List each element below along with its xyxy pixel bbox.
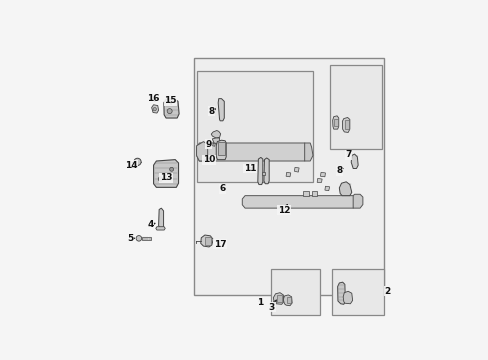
Polygon shape (304, 143, 312, 161)
Bar (311, 191, 316, 196)
Polygon shape (294, 167, 299, 172)
Polygon shape (200, 235, 213, 247)
Bar (276, 295, 282, 302)
Text: 2: 2 (384, 287, 390, 296)
Polygon shape (163, 99, 179, 118)
Text: 17: 17 (213, 240, 226, 249)
Text: 5: 5 (127, 234, 134, 243)
Bar (329, 66, 382, 149)
Polygon shape (196, 141, 207, 161)
Circle shape (136, 235, 142, 241)
Polygon shape (273, 293, 284, 304)
Polygon shape (332, 116, 338, 129)
Text: 16: 16 (147, 94, 160, 103)
Bar (286, 297, 290, 303)
Circle shape (153, 108, 156, 111)
Bar (344, 120, 348, 129)
Polygon shape (352, 194, 362, 208)
Bar (332, 269, 383, 315)
Text: 1: 1 (257, 298, 263, 307)
Polygon shape (317, 179, 322, 183)
Polygon shape (283, 295, 292, 306)
Circle shape (167, 109, 172, 114)
Polygon shape (196, 143, 309, 161)
Polygon shape (212, 143, 215, 146)
Bar (262, 172, 264, 175)
Polygon shape (324, 186, 329, 191)
Polygon shape (320, 172, 325, 177)
Text: 14: 14 (124, 161, 137, 170)
Polygon shape (158, 208, 163, 229)
Text: 4: 4 (147, 220, 154, 229)
Polygon shape (350, 154, 357, 168)
Text: 12: 12 (277, 206, 289, 215)
Text: 7: 7 (345, 150, 351, 159)
Polygon shape (151, 105, 158, 113)
Polygon shape (337, 282, 345, 304)
Text: 9: 9 (205, 140, 211, 149)
Bar (193, 58, 383, 296)
Text: 8: 8 (336, 166, 342, 175)
Polygon shape (339, 182, 351, 195)
Text: 6: 6 (219, 184, 225, 193)
Circle shape (134, 158, 141, 166)
Bar (196, 71, 312, 182)
Polygon shape (153, 159, 178, 187)
Polygon shape (343, 291, 352, 304)
Text: 8: 8 (208, 107, 215, 116)
Text: 11: 11 (244, 164, 256, 173)
Polygon shape (342, 117, 349, 132)
Circle shape (158, 177, 163, 181)
Polygon shape (216, 140, 226, 159)
Polygon shape (218, 99, 224, 121)
Bar (142, 237, 150, 240)
Polygon shape (156, 227, 165, 230)
Bar (271, 269, 319, 315)
Polygon shape (264, 158, 268, 184)
Polygon shape (211, 131, 220, 138)
Text: 13: 13 (160, 173, 172, 182)
Bar (334, 118, 337, 126)
Polygon shape (212, 138, 219, 144)
Polygon shape (242, 195, 355, 208)
Text: 10: 10 (203, 155, 215, 164)
Bar (218, 142, 224, 156)
Polygon shape (257, 157, 262, 185)
Text: 3: 3 (268, 303, 275, 312)
Bar (204, 237, 210, 245)
Circle shape (169, 167, 173, 171)
Text: 15: 15 (163, 96, 176, 105)
Bar (303, 191, 309, 196)
Polygon shape (285, 172, 290, 177)
